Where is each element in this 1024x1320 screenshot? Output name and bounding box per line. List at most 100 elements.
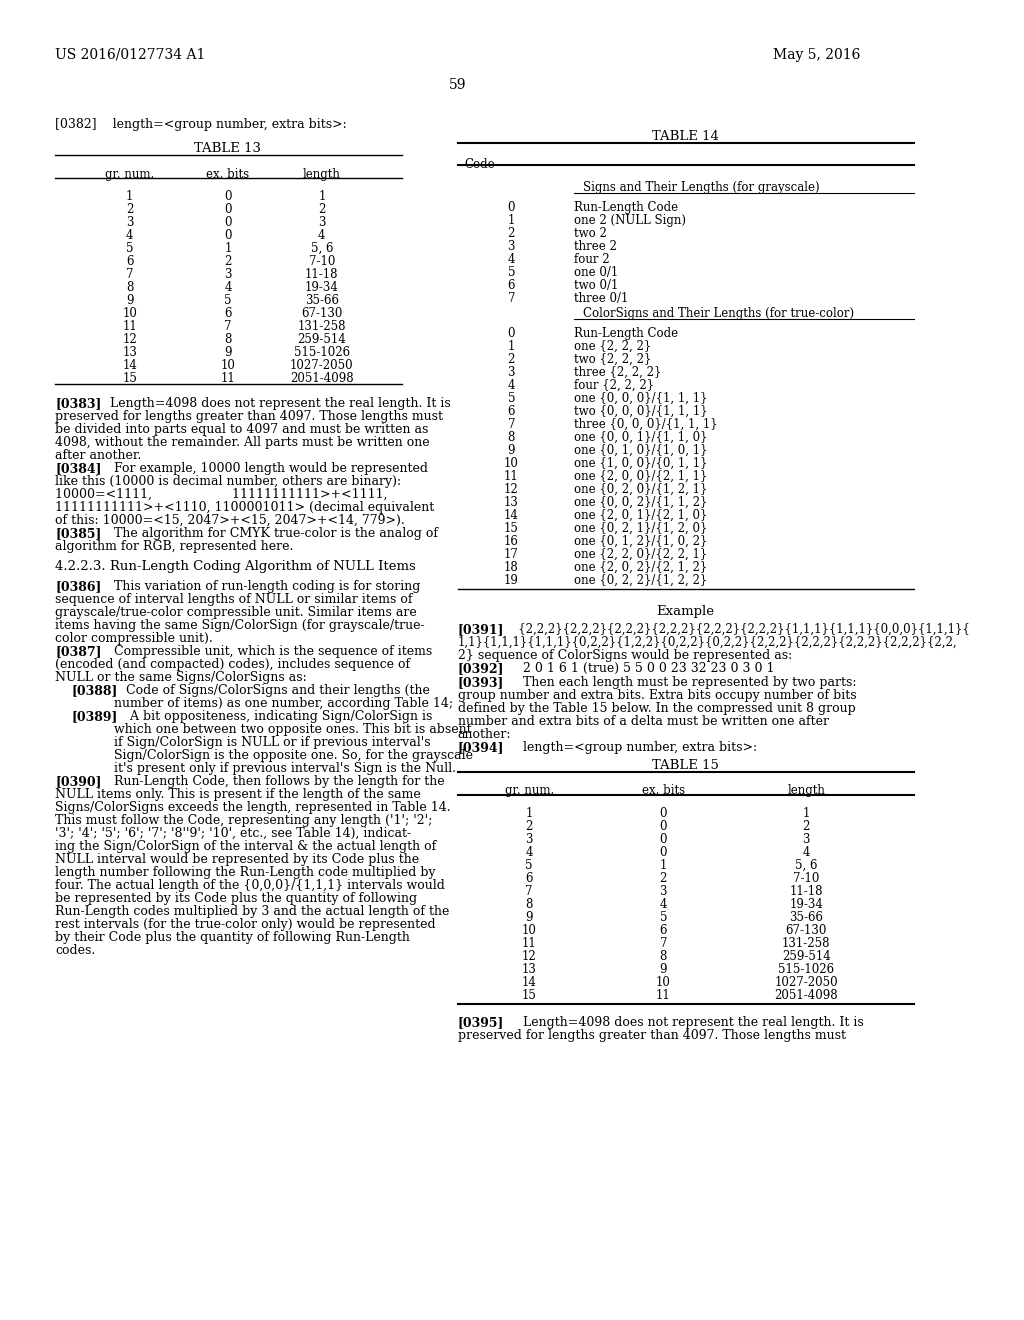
Text: Length=4098 does not represent the real length. It is: Length=4098 does not represent the real … <box>98 397 452 411</box>
Text: group number and extra bits. Extra bits occupy number of bits: group number and extra bits. Extra bits … <box>458 689 856 702</box>
Text: 6: 6 <box>508 405 515 418</box>
Text: 13: 13 <box>522 964 537 975</box>
Text: 515-1026: 515-1026 <box>294 346 350 359</box>
Text: one {2, 2, 2}: one {2, 2, 2} <box>573 341 651 352</box>
Text: 4.2.2.3. Run-Length Coding Algorithm of NULL Items: 4.2.2.3. Run-Length Coding Algorithm of … <box>55 560 416 573</box>
Text: 259-514: 259-514 <box>297 333 346 346</box>
Text: TABLE 15: TABLE 15 <box>652 759 719 772</box>
Text: 10: 10 <box>122 308 137 319</box>
Text: 1: 1 <box>508 341 515 352</box>
Text: 15: 15 <box>504 521 519 535</box>
Text: This must follow the Code, representing any length ('1'; '2';: This must follow the Code, representing … <box>55 814 433 828</box>
Text: 1,1}{1,1,1}{1,1,1}{0,2,2}{1,2,2}{0,2,2}{0,2,2}{2,2,2}{2,2,2}{2,2,2}{2,2,2}{2,2,: 1,1}{1,1,1}{1,1,1}{0,2,2}{1,2,2}{0,2,2}{… <box>458 636 957 649</box>
Text: one {2, 0, 2}/{2, 1, 2}: one {2, 0, 2}/{2, 1, 2} <box>573 561 708 574</box>
Text: 35-66: 35-66 <box>790 911 823 924</box>
Text: it's present only if previous interval's Sign is the Null.: it's present only if previous interval's… <box>115 762 457 775</box>
Text: 67-130: 67-130 <box>785 924 827 937</box>
Text: two {0, 0, 0}/{1, 1, 1}: two {0, 0, 0}/{1, 1, 1} <box>573 405 708 418</box>
Text: [0383]: [0383] <box>55 397 101 411</box>
Text: A bit oppositeness, indicating Sign/ColorSign is: A bit oppositeness, indicating Sign/Colo… <box>115 710 433 723</box>
Text: May 5, 2016: May 5, 2016 <box>773 48 860 62</box>
Text: For example, 10000 length would be represented: For example, 10000 length would be repre… <box>98 462 428 475</box>
Text: four. The actual length of the {0,0,0}/{1,1,1} intervals would: four. The actual length of the {0,0,0}/{… <box>55 879 445 892</box>
Text: which one between two opposite ones. This bit is absent: which one between two opposite ones. Thi… <box>115 723 472 737</box>
Text: 19: 19 <box>504 574 519 587</box>
Text: 12: 12 <box>122 333 137 346</box>
Text: 35-66: 35-66 <box>305 294 339 308</box>
Text: 7-10: 7-10 <box>308 255 335 268</box>
Text: 1: 1 <box>525 807 532 820</box>
Text: 17: 17 <box>504 548 519 561</box>
Text: ing the Sign/ColorSign of the interval & the actual length of: ing the Sign/ColorSign of the interval &… <box>55 840 436 853</box>
Text: 4: 4 <box>318 228 326 242</box>
Text: of this: 10000=<15, 2047>+<15, 2047>+<14, 779>).: of this: 10000=<15, 2047>+<15, 2047>+<14… <box>55 513 406 527</box>
Text: 0: 0 <box>224 228 231 242</box>
Text: 0: 0 <box>224 216 231 228</box>
Text: Run-Length Code, then follows by the length for the: Run-Length Code, then follows by the len… <box>98 775 445 788</box>
Text: 0: 0 <box>659 807 667 820</box>
Text: 2 0 1 6 1 (true) 5 5 0 0 23 32 23 0 3 0 1: 2 0 1 6 1 (true) 5 5 0 0 23 32 23 0 3 0 … <box>507 663 774 675</box>
Text: 4: 4 <box>508 253 515 267</box>
Text: [0390]: [0390] <box>55 775 102 788</box>
Text: grayscale/true-color compressible unit. Similar items are: grayscale/true-color compressible unit. … <box>55 606 417 619</box>
Text: sequence of interval lengths of NULL or similar items of: sequence of interval lengths of NULL or … <box>55 593 413 606</box>
Text: 7: 7 <box>525 884 532 898</box>
Text: 7: 7 <box>508 418 515 432</box>
Text: Signs/ColorSigns exceeds the length, represented in Table 14.: Signs/ColorSigns exceeds the length, rep… <box>55 801 451 814</box>
Text: Compressible unit, which is the sequence of items: Compressible unit, which is the sequence… <box>98 645 432 657</box>
Text: two 0/1: two 0/1 <box>573 279 618 292</box>
Text: length number following the Run-Length code multiplied by: length number following the Run-Length c… <box>55 866 436 879</box>
Text: four 2: four 2 <box>573 253 609 267</box>
Text: 1: 1 <box>318 190 326 203</box>
Text: Run-Length codes multiplied by 3 and the actual length of the: Run-Length codes multiplied by 3 and the… <box>55 906 450 917</box>
Text: 9: 9 <box>659 964 667 975</box>
Text: 9: 9 <box>525 911 532 924</box>
Text: color compressible unit).: color compressible unit). <box>55 632 213 645</box>
Text: 3: 3 <box>318 216 326 228</box>
Text: '3'; '4'; '5'; '6'; '7'; '8''9'; '10', etc., see Table 14), indicat-: '3'; '4'; '5'; '6'; '7'; '8''9'; '10', e… <box>55 828 412 840</box>
Text: 13: 13 <box>504 496 519 510</box>
Text: 7: 7 <box>126 268 133 281</box>
Text: Length=4098 does not represent the real length. It is: Length=4098 does not represent the real … <box>507 1016 863 1030</box>
Text: 11: 11 <box>122 319 137 333</box>
Text: 12: 12 <box>504 483 519 496</box>
Text: US 2016/0127734 A1: US 2016/0127734 A1 <box>55 48 206 62</box>
Text: 3: 3 <box>224 268 231 281</box>
Text: be divided into parts equal to 4097 and must be written as: be divided into parts equal to 4097 and … <box>55 422 429 436</box>
Text: 1: 1 <box>126 190 133 203</box>
Text: 11: 11 <box>504 470 519 483</box>
Text: 11: 11 <box>522 937 537 950</box>
Text: (encoded (and compacted) codes), includes sequence of: (encoded (and compacted) codes), include… <box>55 657 411 671</box>
Text: 67-130: 67-130 <box>301 308 342 319</box>
Text: 1027-2050: 1027-2050 <box>774 975 839 989</box>
Text: 4: 4 <box>126 228 133 242</box>
Text: 7-10: 7-10 <box>794 873 819 884</box>
Text: 0: 0 <box>224 203 231 216</box>
Text: one 0/1: one 0/1 <box>573 267 618 279</box>
Text: Run-Length Code: Run-Length Code <box>573 327 678 341</box>
Text: {2,2,2}{2,2,2}{2,2,2}{2,2,2}{2,2,2}{2,2,2}{1,1,1}{1,1,1}{0,0,0}{1,1,1}{: {2,2,2}{2,2,2}{2,2,2}{2,2,2}{2,2,2}{2,2,… <box>507 623 970 636</box>
Text: 59: 59 <box>449 78 467 92</box>
Text: 1: 1 <box>659 859 667 873</box>
Text: after another.: after another. <box>55 449 141 462</box>
Text: Example: Example <box>656 605 715 618</box>
Text: 4: 4 <box>224 281 231 294</box>
Text: one {0, 1, 2}/{1, 0, 2}: one {0, 1, 2}/{1, 0, 2} <box>573 535 708 548</box>
Text: 5: 5 <box>126 242 133 255</box>
Text: 6: 6 <box>525 873 532 884</box>
Text: 5: 5 <box>508 267 515 279</box>
Text: 7: 7 <box>508 292 515 305</box>
Text: one {2, 2, 0}/{2, 2, 1}: one {2, 2, 0}/{2, 2, 1} <box>573 548 708 561</box>
Text: 10: 10 <box>220 359 236 372</box>
Text: one {1, 0, 0}/{0, 1, 1}: one {1, 0, 0}/{0, 1, 1} <box>573 457 708 470</box>
Text: 0: 0 <box>659 846 667 859</box>
Text: 11: 11 <box>220 372 236 385</box>
Text: 131-258: 131-258 <box>298 319 346 333</box>
Text: 14: 14 <box>522 975 537 989</box>
Text: 5: 5 <box>525 859 532 873</box>
Text: two 2: two 2 <box>573 227 607 240</box>
Text: 2: 2 <box>508 352 515 366</box>
Text: 2051-4098: 2051-4098 <box>774 989 839 1002</box>
Text: 3: 3 <box>659 884 667 898</box>
Text: 13: 13 <box>122 346 137 359</box>
